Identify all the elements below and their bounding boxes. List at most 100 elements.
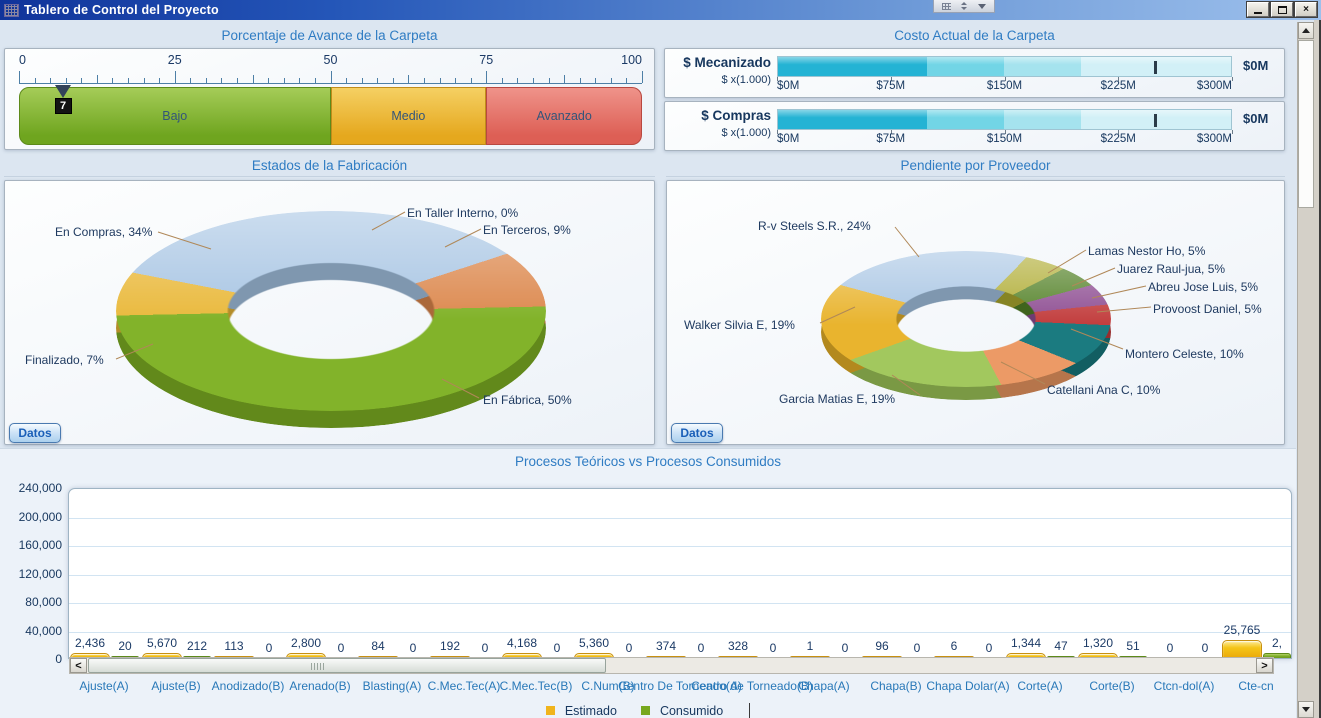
y-axis-tick-label: 120,000 bbox=[0, 567, 62, 581]
donut-slice-label: Abreu Jose Luis, 5% bbox=[1148, 280, 1258, 294]
gauge-range-label: Avanzado bbox=[536, 109, 591, 123]
avance-panel-title: Porcentaje de Avance de la Carpeta bbox=[4, 28, 655, 43]
bar-value-consumido: 51 bbox=[1126, 639, 1139, 653]
y-axis-tick-label: 160,000 bbox=[0, 538, 62, 552]
bar-group: 5,3600 bbox=[573, 488, 645, 658]
bar-value-estimado: 5,670 bbox=[147, 636, 177, 650]
minimize-icon bbox=[1254, 12, 1262, 14]
donut-slice-label: En Compras, 34% bbox=[55, 225, 152, 239]
vertical-scrollbar[interactable] bbox=[1297, 22, 1314, 718]
bar-group: 00 bbox=[1149, 488, 1221, 658]
donut-slice-label: Provoost Daniel, 5% bbox=[1153, 302, 1262, 316]
legend-caret bbox=[749, 703, 750, 718]
scroll-down-arrow[interactable] bbox=[1298, 701, 1314, 718]
minimize-button[interactable] bbox=[1247, 2, 1269, 17]
bar-value-estimado: 1,320 bbox=[1083, 636, 1113, 650]
bullet-gauge-mecanizado: $ Mecanizado$ x(1.000)$0M$75M$150M$225M$… bbox=[664, 48, 1285, 98]
gauge-tick-mark bbox=[97, 75, 98, 83]
bar-group: 4,1680 bbox=[501, 488, 573, 658]
bullet-axis-tick bbox=[1232, 77, 1233, 81]
scroll-left-arrow[interactable]: < bbox=[70, 658, 87, 673]
horizontal-scroll-thumb[interactable] bbox=[88, 658, 606, 673]
x-axis-category-label: Corte(A) bbox=[1017, 679, 1062, 693]
donut-slice-label: Lamas Nestor Ho, 5% bbox=[1088, 244, 1205, 258]
gauge-tick-label: 75 bbox=[479, 53, 493, 67]
bullet-label: $ Mecanizado bbox=[671, 55, 771, 70]
bar-group: 1130 bbox=[213, 488, 285, 658]
gauge-marker-value[interactable]: 7 bbox=[55, 98, 72, 114]
bar-value-estimado: 374 bbox=[656, 639, 676, 653]
grid-icon[interactable] bbox=[942, 3, 951, 10]
bullet-axis-label: $75M bbox=[876, 80, 905, 92]
bullet-axis-label: $75M bbox=[876, 133, 905, 145]
x-axis-category-label: C.Mec.Tec(B) bbox=[500, 679, 573, 693]
gauge-tick-mark bbox=[175, 71, 176, 83]
bar-group: 960 bbox=[861, 488, 933, 658]
bullet-segment bbox=[927, 57, 1004, 76]
maximize-icon bbox=[1278, 6, 1287, 14]
bullet-axis-label: $225M bbox=[1101, 80, 1136, 92]
bar-group: 60 bbox=[933, 488, 1005, 658]
bar-value-estimado: 328 bbox=[728, 639, 748, 653]
bar-group: 2,43620 bbox=[69, 488, 141, 658]
x-axis-category-label: Ajuste(B) bbox=[151, 679, 200, 693]
bullet-segment bbox=[1004, 57, 1081, 76]
proveedor-donut-panel: Datos R-v Steels S.R., 24%Lamas Nestor H… bbox=[666, 180, 1285, 445]
bar-value-consumido: 0 bbox=[410, 641, 417, 655]
chevron-down-icon[interactable] bbox=[978, 4, 986, 9]
app-icon bbox=[4, 4, 19, 17]
bar-value-estimado: 1 bbox=[807, 639, 814, 653]
bar-value-estimado: 84 bbox=[371, 639, 384, 653]
gauge-tick-mark bbox=[642, 71, 643, 83]
bar-value-consumido: 0 bbox=[842, 641, 849, 655]
bullet-bar bbox=[777, 109, 1232, 130]
scroll-right-arrow[interactable]: > bbox=[1256, 658, 1273, 673]
bar-value-consumido: 212 bbox=[187, 639, 207, 653]
bar-group: 3740 bbox=[645, 488, 717, 658]
x-axis-category-label: Ajuste(A) bbox=[79, 679, 128, 693]
bar-estimado bbox=[1222, 640, 1262, 658]
fabricacion-donut-panel: Datos En Terceros, 9%En Fábrica, 50%Fina… bbox=[4, 180, 655, 445]
gauge-tick-label: 0 bbox=[19, 53, 26, 67]
maximize-button[interactable] bbox=[1271, 2, 1293, 17]
bar-value-consumido: 0 bbox=[338, 641, 345, 655]
avance-gauge-panel: 0255075100BajoMedioAvanzado7 bbox=[4, 48, 655, 150]
window-titlebar: Tablero de Control del Proyecto × bbox=[0, 0, 1321, 20]
x-axis-category-label: Blasting(A) bbox=[363, 679, 422, 693]
bullet-sublabel: $ x(1.000) bbox=[671, 74, 771, 86]
bullet-segment bbox=[778, 57, 927, 76]
x-axis-category-label: Cte-cn bbox=[1238, 679, 1273, 693]
bullet-axis-label: $0M bbox=[777, 133, 799, 145]
fabricacion-panel-title: Estados de la Fabricación bbox=[4, 158, 655, 177]
donut-slice-label: En Terceros, 9% bbox=[483, 223, 571, 237]
bullet-label: $ Compras bbox=[671, 108, 771, 123]
bar-value-estimado: 96 bbox=[875, 639, 888, 653]
bar-group: 10 bbox=[789, 488, 861, 658]
bullet-gauge-compras: $ Compras$ x(1.000)$0M$75M$150M$225M$300… bbox=[664, 101, 1285, 151]
bar-value-estimado: 25,765 bbox=[1224, 623, 1261, 637]
bullet-target-marker bbox=[1154, 114, 1157, 127]
bar-value-estimado: 113 bbox=[224, 639, 243, 653]
bullet-current-value: $0M bbox=[1243, 58, 1268, 73]
gauge-tick-mark bbox=[486, 71, 487, 83]
resize-arrows-icon[interactable] bbox=[961, 2, 968, 10]
y-axis-tick-label: 200,000 bbox=[0, 510, 62, 524]
bar-value-consumido: 0 bbox=[482, 641, 489, 655]
vertical-scroll-thumb[interactable] bbox=[1298, 40, 1314, 208]
bullet-axis-tick bbox=[1232, 130, 1233, 134]
y-axis-tick-label: 0 bbox=[0, 652, 62, 666]
bar-value-estimado: 0 bbox=[1167, 641, 1174, 655]
x-axis-category-label: C.Mec.Tec(A) bbox=[428, 679, 501, 693]
close-button[interactable]: × bbox=[1295, 2, 1317, 17]
scroll-up-arrow[interactable] bbox=[1298, 22, 1314, 39]
bar-group: 1,320 51 bbox=[1077, 488, 1149, 658]
donut-slice-label: Catellani Ana C, 10% bbox=[1047, 383, 1160, 397]
horizontal-scrollbar[interactable]: < > bbox=[69, 657, 1274, 674]
gauge-tick-mark bbox=[408, 75, 409, 83]
gauge-marker-pointer bbox=[55, 85, 71, 98]
bullet-axis-label: $300M bbox=[1197, 80, 1232, 92]
gauge-tick-label: 50 bbox=[324, 53, 338, 67]
legend-swatch-consumido bbox=[641, 706, 650, 715]
bar-group: 25,7652, bbox=[1221, 488, 1292, 658]
x-axis-category-label: Ctcn-dol(A) bbox=[1154, 679, 1215, 693]
